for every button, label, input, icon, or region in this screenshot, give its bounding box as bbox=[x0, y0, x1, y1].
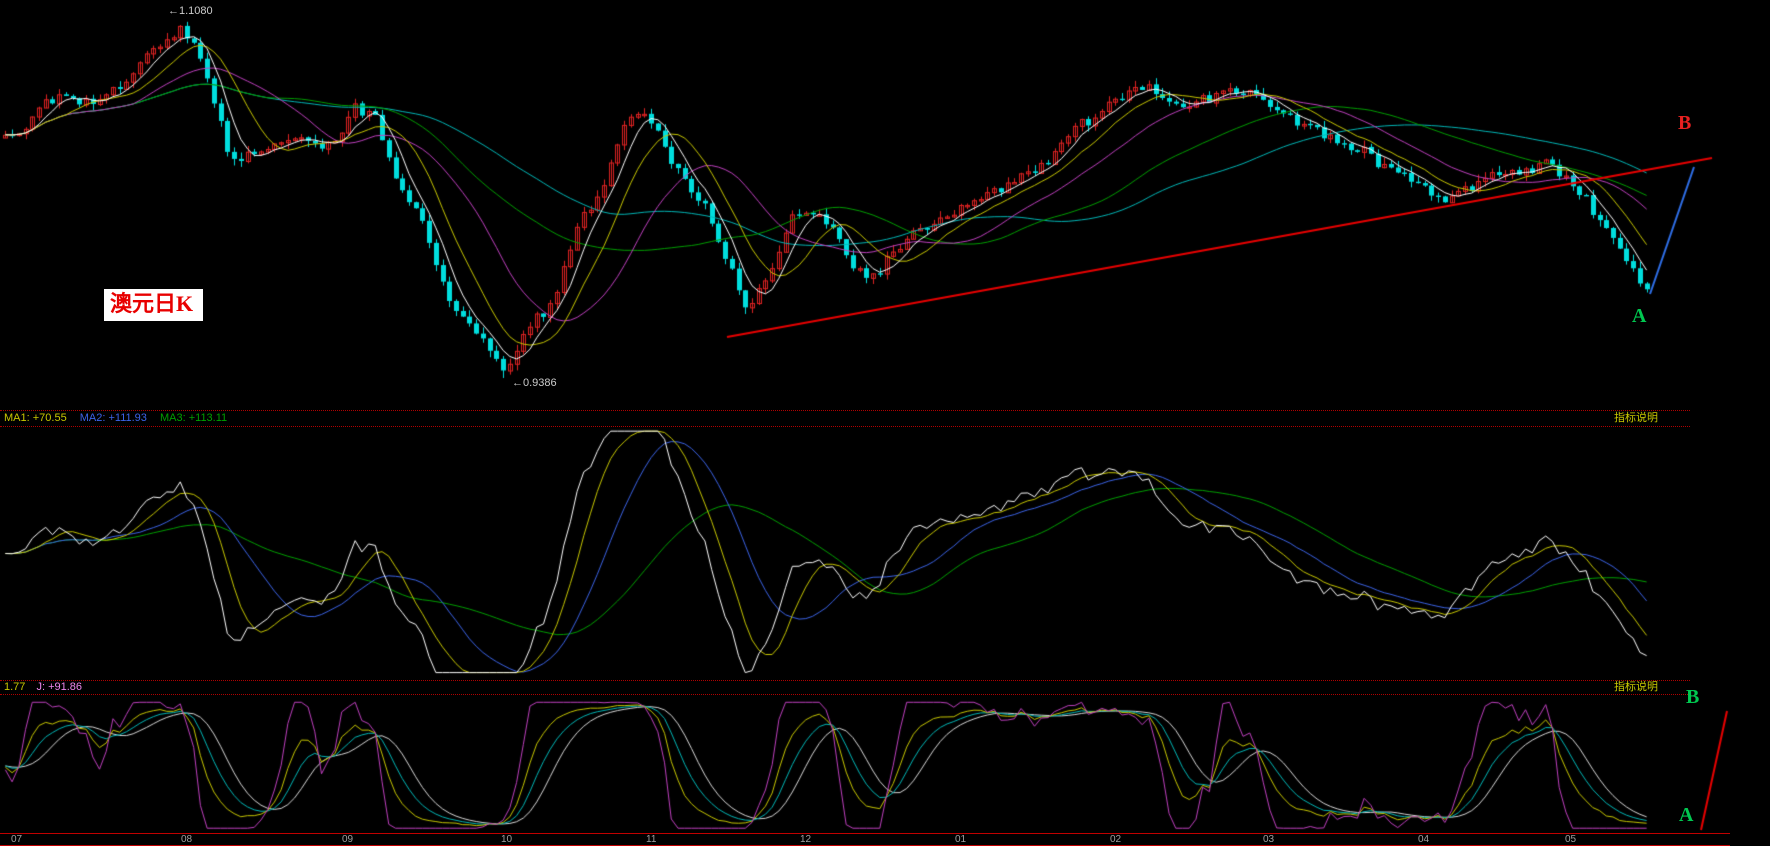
time-axis-label: 10 bbox=[501, 834, 513, 845]
indicator1-header: MA1: +70.55 MA2: +111.93 MA3: +113.11 指标… bbox=[0, 410, 1690, 427]
kdj-value-label: 1.77 bbox=[4, 681, 26, 693]
time-axis-label: 05 bbox=[1565, 834, 1577, 845]
time-axis-label: 11 bbox=[646, 834, 657, 845]
time-axis: 07 08 09 10 11 12 01 02 03 04 05 bbox=[0, 833, 1730, 846]
indicator1-help-link[interactable]: 指标说明 bbox=[1614, 412, 1658, 424]
price-low-label: ←0.9386 bbox=[512, 377, 557, 389]
ma2-value-label: MA2: +111.93 bbox=[79, 412, 147, 424]
indicator2-help-link[interactable]: 指标说明 bbox=[1614, 681, 1658, 693]
time-axis-label: 04 bbox=[1418, 834, 1430, 845]
annotation-a-label-kdj: A bbox=[1679, 804, 1694, 826]
annotation-b-label-kdj: B bbox=[1686, 686, 1700, 708]
time-axis-label: 12 bbox=[800, 834, 812, 845]
kdj-j-value-label: J: +91.86 bbox=[36, 681, 83, 693]
time-axis-label: 01 bbox=[955, 834, 967, 845]
time-axis-label: 02 bbox=[1110, 834, 1122, 845]
annotation-a-label-price: A bbox=[1632, 305, 1647, 327]
time-axis-label: 07 bbox=[11, 834, 23, 845]
annotation-b-label-price: B bbox=[1678, 112, 1692, 134]
instrument-label: 澳元日K bbox=[104, 289, 204, 321]
ma3-value-label: MA3: +113.11 bbox=[159, 412, 228, 424]
time-axis-label: 03 bbox=[1263, 834, 1275, 845]
price-high-label: ←1.1080 bbox=[168, 5, 213, 17]
ma1-value-label: MA1: +70.55 bbox=[4, 412, 67, 424]
indicator2-header: 1.77 J: +91.86 指标说明 bbox=[0, 680, 1690, 695]
time-axis-label: 08 bbox=[181, 834, 193, 845]
time-axis-label: 09 bbox=[342, 834, 354, 845]
